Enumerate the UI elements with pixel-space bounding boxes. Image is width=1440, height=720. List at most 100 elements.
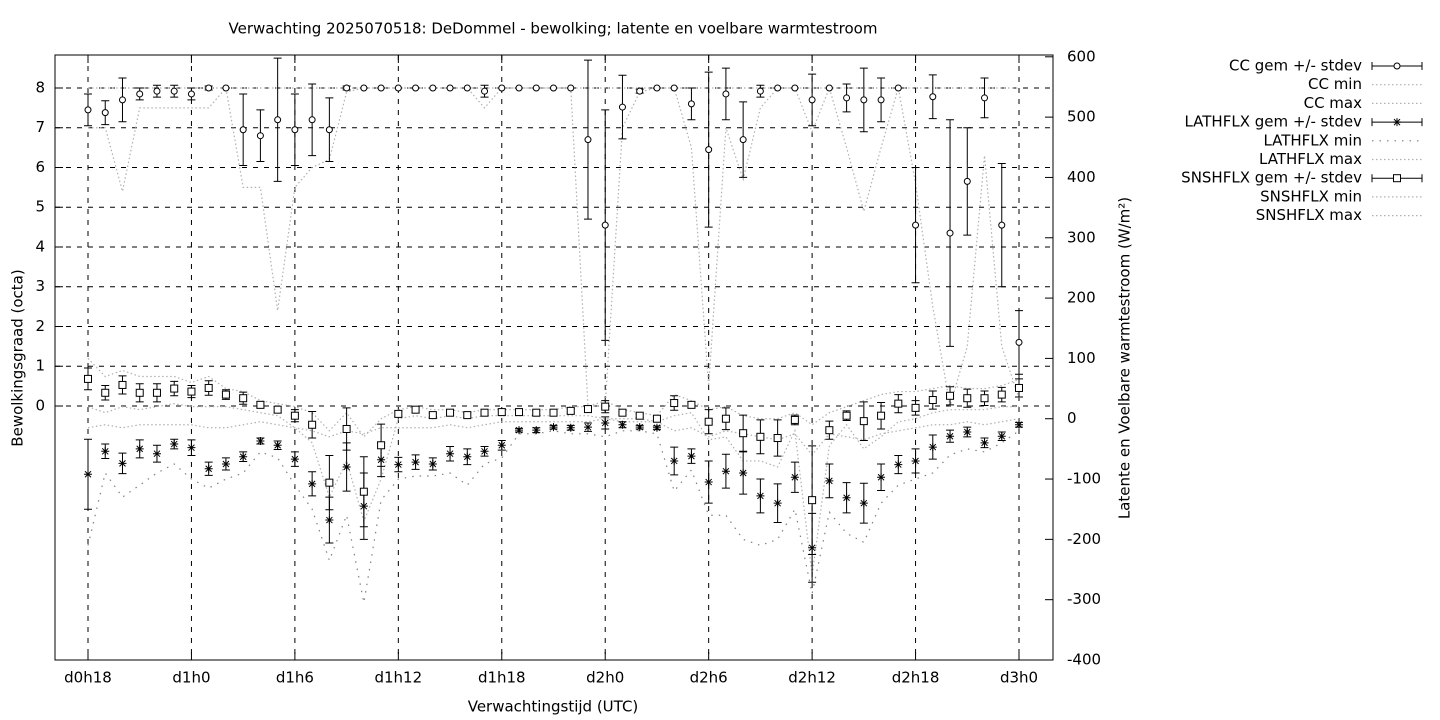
legend-label: SNSHFLX gem +/- stdev <box>1181 169 1362 187</box>
point-marker <box>636 87 644 95</box>
x-tick-label: d1h6 <box>276 669 314 687</box>
point-marker <box>756 87 764 95</box>
y-tick-label: 2 <box>35 317 45 335</box>
point-marker <box>773 434 782 443</box>
plot-frame <box>54 54 1054 661</box>
point-marker <box>118 459 127 468</box>
y2-axis-label: Latente en Voelbare warmtestroom (W/m²) <box>1116 197 1134 519</box>
point-marker <box>308 116 316 124</box>
point-marker <box>497 441 506 450</box>
point-marker <box>550 84 557 92</box>
point-marker <box>912 221 920 229</box>
point-marker <box>204 464 213 473</box>
point-marker <box>136 90 144 98</box>
point-marker <box>670 456 679 465</box>
point-marker <box>583 423 592 432</box>
y-tick-label: 4 <box>35 237 45 255</box>
point-marker <box>704 478 713 487</box>
point-marker <box>239 126 247 134</box>
point-marker <box>653 84 661 92</box>
point-marker <box>808 96 816 104</box>
point-marker <box>377 441 386 450</box>
point-marker <box>274 116 282 124</box>
point-marker <box>997 432 1006 441</box>
point-marker <box>152 388 161 397</box>
point-marker <box>721 467 730 476</box>
x-tick-label: d1h12 <box>374 669 422 687</box>
point-marker <box>739 429 748 438</box>
point-marker <box>790 473 799 482</box>
point-marker <box>84 374 92 383</box>
legend-label: CC max <box>1304 94 1363 112</box>
point-marker <box>687 452 696 461</box>
point-marker <box>791 84 799 92</box>
x-tick-label: d2h0 <box>586 669 624 687</box>
point-marker <box>825 476 834 485</box>
y-tick-label: 8 <box>35 78 45 96</box>
legend-label: LATHFLX gem +/- stdev <box>1184 113 1362 131</box>
y2-tick-label: 400 <box>1067 168 1096 186</box>
point-marker <box>549 423 558 432</box>
point-marker <box>256 400 265 409</box>
point-marker <box>859 499 868 508</box>
point-marker <box>411 458 420 467</box>
point-marker <box>428 459 437 468</box>
point-marker <box>877 473 886 482</box>
point-marker <box>601 221 609 229</box>
point-marker <box>152 449 161 458</box>
point-marker <box>480 408 489 417</box>
point-marker <box>618 420 627 429</box>
point-marker <box>532 408 541 417</box>
point-marker <box>652 414 661 423</box>
point-marker <box>291 126 299 134</box>
point-marker <box>256 437 265 446</box>
point-marker <box>739 136 747 144</box>
point-marker <box>342 424 351 433</box>
point-marker <box>412 84 420 92</box>
point-marker <box>963 394 972 403</box>
point-marker <box>756 432 765 441</box>
point-marker <box>204 383 213 392</box>
point-marker <box>429 84 437 92</box>
point-marker <box>618 103 626 111</box>
point-marker <box>929 93 937 101</box>
point-marker <box>463 452 472 461</box>
point-marker <box>859 417 868 426</box>
point-marker <box>670 399 679 408</box>
y-tick-label: 7 <box>35 118 45 136</box>
point-marker <box>843 94 851 102</box>
point-marker <box>273 405 282 414</box>
y2-tick-label: -100 <box>1067 470 1101 488</box>
y-tick-label: 5 <box>35 198 45 216</box>
point-marker <box>394 84 402 92</box>
point-marker <box>273 441 282 450</box>
point-marker <box>894 460 903 469</box>
point-marker <box>549 408 558 417</box>
point-marker <box>343 84 351 92</box>
point-marker <box>842 493 851 502</box>
x-tick-label: d2h6 <box>690 669 728 687</box>
range-line <box>87 418 1020 456</box>
point-marker <box>963 427 972 436</box>
point-marker <box>480 447 489 456</box>
point-marker <box>963 177 971 185</box>
point-marker <box>532 426 541 435</box>
y2-tick-label: 100 <box>1067 349 1096 367</box>
point-marker <box>860 96 868 104</box>
point-marker <box>877 411 886 420</box>
point-marker <box>446 84 454 92</box>
x-tick-label: d2h18 <box>892 669 940 687</box>
y2-tick-label: 200 <box>1067 289 1096 307</box>
point-marker <box>773 499 782 508</box>
point-marker <box>256 132 264 140</box>
legend-label: LATHFLX min <box>1263 131 1362 149</box>
point-marker <box>652 423 661 432</box>
point-marker <box>308 479 317 488</box>
point-marker <box>567 84 575 92</box>
range-line <box>88 86 1020 407</box>
point-marker <box>463 84 471 92</box>
point-marker <box>825 426 834 435</box>
point-marker <box>481 87 489 95</box>
